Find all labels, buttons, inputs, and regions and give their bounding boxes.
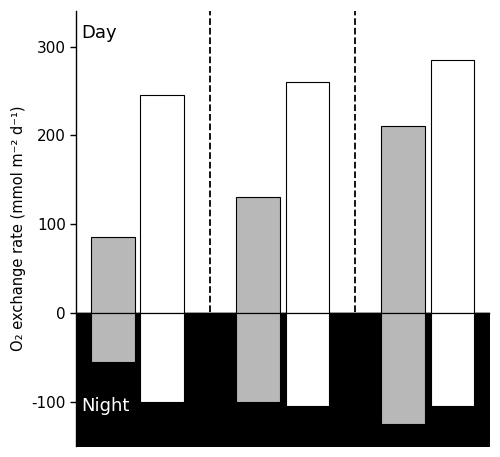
Y-axis label: O₂ exchange rate (mmol m⁻² d⁻¹): O₂ exchange rate (mmol m⁻² d⁻¹) xyxy=(11,106,26,351)
Bar xyxy=(236,197,280,313)
Bar xyxy=(382,313,425,424)
Bar xyxy=(236,313,280,402)
Bar xyxy=(286,82,329,313)
Bar xyxy=(91,313,134,361)
X-axis label: Stirring rate (RPM): Stirring rate (RPM) xyxy=(212,343,354,358)
Bar xyxy=(382,127,425,313)
Bar xyxy=(431,313,474,406)
Bar xyxy=(140,313,184,402)
Bar xyxy=(431,60,474,313)
Bar xyxy=(286,313,329,406)
Text: Day: Day xyxy=(81,24,116,43)
Bar xyxy=(91,237,134,313)
Text: Night: Night xyxy=(81,397,129,415)
Bar xyxy=(140,96,184,313)
